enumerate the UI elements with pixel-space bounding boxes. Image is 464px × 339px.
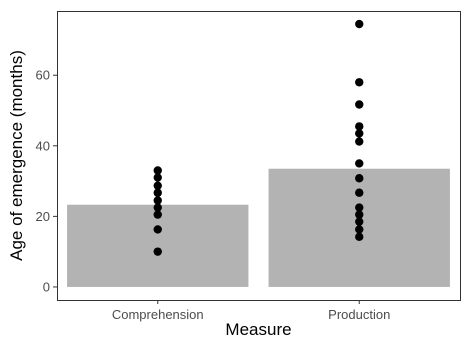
y-axis-title: Age of emergence (months) xyxy=(7,50,26,261)
data-point-production xyxy=(355,129,364,138)
data-points xyxy=(153,19,364,256)
data-point-comprehension xyxy=(153,196,162,205)
data-point-production xyxy=(355,217,364,226)
data-point-production xyxy=(355,137,364,146)
y-tick-label: 0 xyxy=(43,279,50,294)
data-point-comprehension xyxy=(153,188,162,197)
data-point-production xyxy=(355,78,364,87)
y-tick-label: 40 xyxy=(36,138,50,153)
data-point-comprehension xyxy=(153,210,162,219)
data-point-production xyxy=(355,188,364,197)
data-point-production xyxy=(355,19,364,29)
bars xyxy=(67,168,450,287)
y-tick-label: 60 xyxy=(36,68,50,83)
x-tick-label: Production xyxy=(328,307,390,322)
x-axis-title: Measure xyxy=(225,320,291,339)
data-point-production xyxy=(355,203,364,212)
x-tick-label: Comprehension xyxy=(112,307,204,322)
data-point-production xyxy=(355,100,364,109)
data-point-comprehension xyxy=(153,181,162,190)
panel-border xyxy=(57,11,461,301)
data-point-production xyxy=(355,210,364,219)
data-point-comprehension xyxy=(153,247,162,256)
x-axis: Comprehension Production xyxy=(112,300,390,322)
data-point-comprehension xyxy=(153,203,162,212)
data-point-comprehension xyxy=(153,166,162,175)
data-point-comprehension xyxy=(153,225,162,234)
y-tick-label: 20 xyxy=(36,209,50,224)
data-point-comprehension xyxy=(153,173,162,182)
data-point-production xyxy=(355,122,364,131)
y-axis: 0 20 40 60 xyxy=(36,68,57,294)
data-point-production xyxy=(355,174,364,183)
data-point-production xyxy=(355,232,364,242)
data-point-production xyxy=(355,225,364,234)
data-point-production xyxy=(355,159,364,168)
